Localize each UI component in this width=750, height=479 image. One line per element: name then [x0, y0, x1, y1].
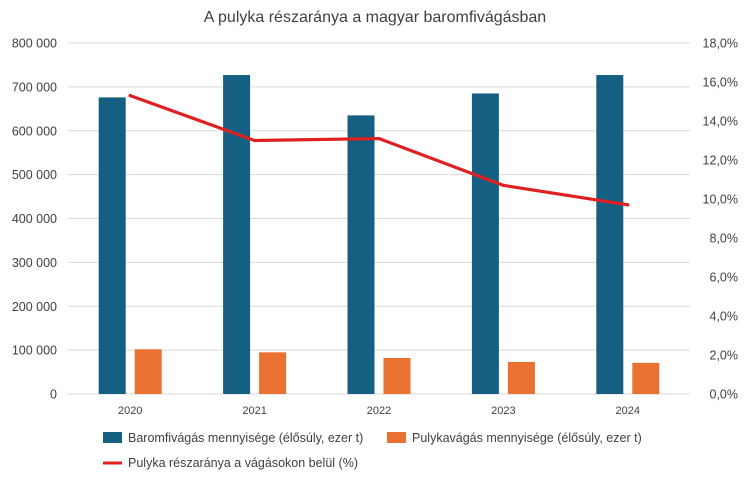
- bar-baromfi-2020: [98, 97, 126, 394]
- left-tick-label: 100 000: [12, 344, 57, 358]
- left-tick-label: 300 000: [12, 256, 57, 270]
- x-tick-label: 2022: [367, 405, 391, 417]
- left-tick-label: 500 000: [12, 168, 57, 182]
- chart-title: A pulyka részaránya a magyar baromfivágá…: [204, 9, 546, 26]
- bar-baromfi-2023: [471, 93, 499, 395]
- bar-baromfi-2022: [347, 115, 375, 395]
- line-point-2022: [377, 136, 381, 141]
- line-point-2023: [501, 183, 505, 187]
- left-tick-label: 600 000: [12, 124, 57, 138]
- legend-swatch-pulyka: [387, 432, 406, 443]
- legend-label-pulyka: Pulykavágás mennyisége (élősúly, ezer t): [412, 431, 642, 445]
- right-tick-label: 10,0%: [703, 193, 738, 207]
- x-axis: 2020 2021 2022 2023 2024: [118, 405, 640, 417]
- right-tick-label: 2,0%: [710, 349, 739, 363]
- x-tick-label: 2024: [616, 405, 640, 417]
- x-tick-label: 2023: [491, 405, 515, 417]
- bar-pulyka-2022: [383, 358, 411, 394]
- left-tick-label: 200 000: [12, 300, 57, 314]
- right-tick-label: 0,0%: [710, 388, 739, 402]
- line-point-2024: [626, 203, 630, 207]
- right-axis: 0,0% 2,0% 4,0% 6,0% 8,0% 10,0% 12,0% 14,0% 16,0%…: [703, 37, 738, 402]
- right-tick-label: 18,0%: [703, 37, 738, 51]
- line-series: [128, 94, 630, 207]
- line-point-2020: [128, 94, 132, 98]
- x-tick-label: 2020: [118, 405, 142, 417]
- right-tick-label: 16,0%: [703, 76, 738, 90]
- legend: Baromfivágás mennyisége (élősúly, ezer t…: [103, 431, 642, 470]
- left-axis: 0 100 000 200 000 300 000 400 000 500 000 600 …: [12, 37, 57, 402]
- right-tick-label: 6,0%: [710, 271, 739, 285]
- left-tick-label: 800 000: [12, 37, 57, 51]
- right-tick-label: 12,0%: [703, 154, 738, 168]
- right-tick-label: 8,0%: [710, 232, 739, 246]
- left-tick-label: 400 000: [12, 212, 57, 226]
- bar-pulyka-2021: [259, 352, 287, 394]
- left-tick-label: 0: [50, 388, 57, 402]
- legend-label-baromfi: Baromfivágás mennyisége (élősúly, ezer t…: [128, 431, 363, 445]
- bar-baromfi-2024: [596, 75, 624, 394]
- right-tick-label: 4,0%: [710, 310, 739, 324]
- left-tick-label: 700 000: [12, 80, 57, 94]
- line-pulyka-reszarany: [128, 94, 630, 207]
- x-tick-label: 2021: [242, 405, 266, 417]
- legend-swatch-baromfi: [103, 432, 122, 443]
- bar-pulyka-2023: [507, 361, 535, 394]
- bar-baromfi-2021: [223, 75, 251, 394]
- gridlines: [68, 42, 690, 395]
- bars: [98, 75, 660, 395]
- line-point-2021: [253, 138, 257, 143]
- bar-pulyka-2020: [134, 349, 162, 394]
- legend-label-reszarany: Pulyka részaránya a vágásokon belül (%): [128, 456, 358, 470]
- bar-pulyka-2024: [632, 362, 660, 394]
- right-tick-label: 14,0%: [703, 115, 738, 129]
